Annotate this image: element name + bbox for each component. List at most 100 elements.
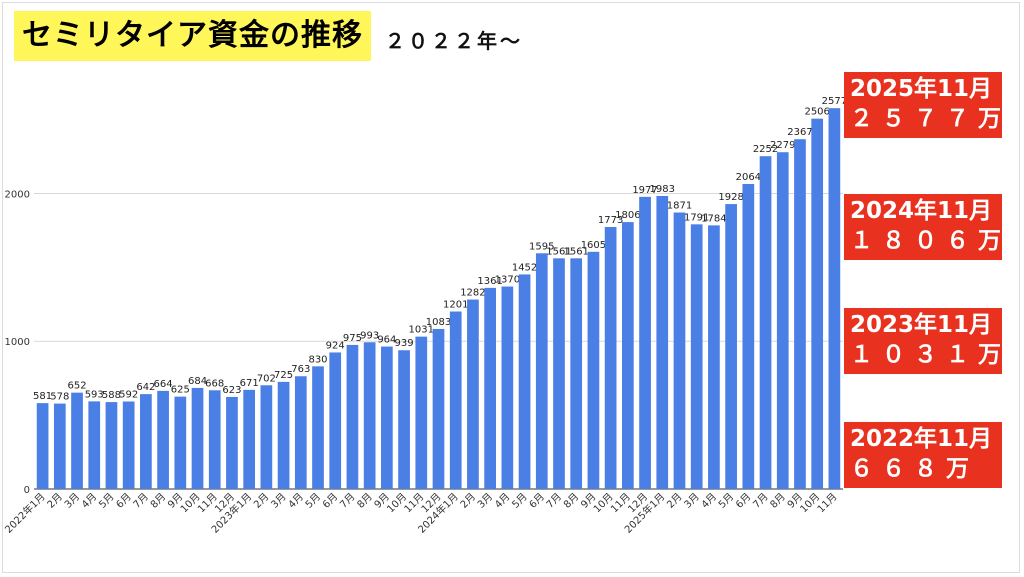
bar — [174, 396, 187, 489]
data-label: 593 — [85, 389, 104, 400]
bar — [294, 376, 307, 489]
x-tick-label: 3月 — [475, 491, 495, 511]
data-label: 1083 — [426, 317, 451, 328]
bar — [140, 394, 152, 489]
bar — [208, 390, 221, 489]
x-tick-label: 2月 — [251, 491, 271, 511]
bar — [570, 258, 583, 489]
data-label: 2279 — [770, 140, 795, 151]
bar — [501, 286, 514, 489]
x-tick-label: 5月 — [303, 491, 323, 511]
bar — [535, 253, 548, 489]
bar — [811, 118, 824, 490]
callout-2025: 2025年11月 ２５７７万 — [844, 72, 1002, 138]
callout-date: 2023年11月 — [850, 312, 993, 338]
data-label: 668 — [205, 378, 224, 389]
x-tick-label: 6月 — [527, 491, 547, 511]
bar — [415, 336, 428, 489]
x-tick-label: 6月 — [733, 491, 753, 511]
bar — [363, 342, 376, 489]
chart-subtitle: ２０２２年〜 — [385, 28, 523, 53]
data-label: 642 — [136, 382, 155, 393]
data-label: 581 — [33, 391, 52, 402]
callout-2022: 2022年11月 ６６８万 — [844, 422, 1002, 488]
data-label: 1871 — [667, 201, 692, 212]
data-label: 1773 — [598, 215, 623, 226]
x-tick-label: 3月 — [269, 491, 289, 511]
x-tick-label: 5月 — [716, 491, 736, 511]
data-label: 993 — [360, 330, 379, 341]
data-label: 578 — [50, 392, 69, 403]
data-label: 830 — [308, 354, 327, 365]
bar — [759, 156, 772, 489]
bar — [776, 152, 789, 489]
x-tick-label: 8月 — [355, 491, 375, 511]
callout-amount: １０３１万 — [850, 342, 1010, 368]
data-label: 725 — [274, 370, 293, 381]
data-label: 664 — [154, 379, 173, 390]
data-label: 2577 — [822, 96, 847, 107]
bar — [277, 381, 290, 489]
x-tick-label: 2022年1月 — [2, 490, 48, 536]
bar — [553, 258, 565, 489]
data-label: 975 — [343, 333, 362, 344]
bar — [673, 212, 686, 489]
x-tick-label: 8月 — [148, 491, 168, 511]
bar — [122, 401, 135, 489]
callout-amount: ６６８万 — [850, 456, 978, 482]
x-tick-label: 11月 — [815, 491, 840, 516]
callout-date: 2024年11月 — [850, 198, 993, 224]
bar — [88, 401, 101, 489]
data-label: 684 — [188, 376, 207, 387]
data-label: 1983 — [650, 184, 675, 195]
data-label: 924 — [326, 340, 345, 351]
callout-date: 2022年11月 — [850, 426, 993, 452]
data-label: 671 — [240, 378, 259, 389]
bar — [71, 392, 83, 489]
data-label: 1928 — [718, 192, 743, 203]
header: セミリタイア資金の推移 ２０２２年〜 — [14, 10, 523, 62]
bar — [742, 183, 755, 489]
x-tick-label: 7月 — [337, 491, 357, 511]
data-label: 1370 — [495, 275, 520, 286]
x-tick-label: 5月 — [510, 491, 530, 511]
data-label: 625 — [171, 385, 190, 396]
data-label: 1605 — [581, 240, 606, 251]
data-label: 1561 — [546, 246, 571, 257]
y-tick-label: 0 — [24, 485, 30, 496]
x-tick-label: 4月 — [286, 491, 306, 511]
bar — [484, 287, 496, 489]
x-tick-label: 3月 — [682, 491, 702, 511]
data-label: 763 — [291, 364, 310, 375]
x-tick-label: 7月 — [751, 491, 771, 511]
data-label: 1806 — [615, 210, 640, 221]
bar — [398, 350, 410, 489]
data-label: 652 — [67, 381, 86, 392]
bar — [604, 226, 617, 490]
bar — [157, 390, 169, 489]
x-tick-label: 5月 — [97, 491, 117, 511]
x-tick-label: 2月 — [45, 491, 65, 511]
bar — [449, 311, 462, 489]
callout-date: 2025年11月 — [850, 76, 993, 102]
data-label: 1031 — [409, 325, 434, 336]
callout-amount: １８０６万 — [850, 228, 1010, 254]
bar — [708, 225, 720, 489]
data-label: 1595 — [529, 241, 554, 252]
bar — [828, 108, 841, 489]
bar — [260, 385, 273, 489]
bar — [639, 196, 651, 490]
data-label: 1561 — [563, 246, 588, 257]
y-tick-label: 2000 — [5, 189, 30, 200]
x-tick-label: 8月 — [768, 491, 788, 511]
y-tick-label: 1000 — [5, 337, 30, 348]
data-label: 592 — [119, 390, 138, 401]
bar — [587, 251, 600, 489]
bar — [105, 402, 118, 489]
bar — [518, 274, 531, 489]
x-tick-label: 6月 — [320, 491, 340, 511]
bar — [329, 352, 342, 489]
data-label: 1977 — [632, 185, 657, 196]
